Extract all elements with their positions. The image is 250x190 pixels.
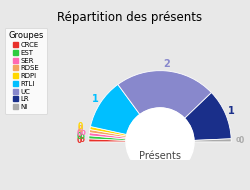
Text: 0: 0 [78,122,83,131]
Text: 0: 0 [77,129,82,138]
Text: 1: 1 [228,106,235,116]
Text: 0: 0 [76,132,82,141]
Wedge shape [89,136,126,140]
Wedge shape [184,93,231,140]
Wedge shape [118,71,212,118]
Text: 1: 1 [92,94,98,104]
Wedge shape [194,139,231,142]
Text: 0: 0 [235,137,240,143]
Text: 2: 2 [164,59,170,70]
Text: 0: 0 [80,134,85,140]
Wedge shape [89,139,126,142]
Wedge shape [89,130,126,137]
Wedge shape [90,127,127,136]
Circle shape [126,108,194,176]
Text: 0: 0 [238,136,244,145]
Text: 0: 0 [80,137,85,143]
Text: Répartition des présents: Répartition des présents [58,11,203,24]
Legend: CRCE, EST, SER, RDSE, RDPI, RTLI, UC, LR, NI: CRCE, EST, SER, RDSE, RDPI, RTLI, UC, LR… [5,28,48,113]
Text: 0: 0 [77,125,82,134]
Text: 0: 0 [80,130,85,136]
Text: Présents: Présents [139,151,181,162]
Wedge shape [89,133,126,139]
Text: 0: 0 [76,136,82,145]
Wedge shape [90,84,140,135]
